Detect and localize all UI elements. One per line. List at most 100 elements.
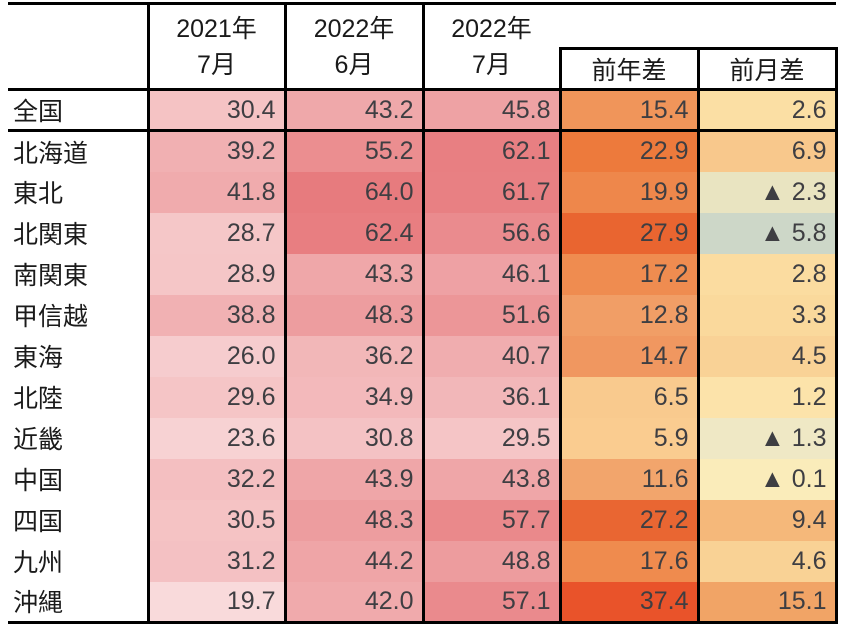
value-cell: 15.1: [696, 581, 838, 624]
value-cell: 40.7: [421, 335, 560, 377]
table-row: 中国 32.2 43.9 43.8 11.6 ▲ 0.1: [8, 458, 838, 500]
value-cell: 36.2: [283, 335, 423, 377]
col-header-year: 2022年: [451, 15, 532, 43]
region-label: 北海道: [8, 130, 148, 172]
col-header-month: 7月: [197, 51, 236, 79]
value-cell: 15.4: [558, 89, 698, 132]
value-cell: 45.8: [421, 89, 560, 132]
value-cell: 30.8: [283, 417, 423, 459]
region-header-cell: [8, 2, 148, 91]
value-cell: 43.2: [283, 89, 423, 132]
value-cell: 55.2: [283, 130, 423, 172]
table-row: 甲信越 38.8 48.3 51.6 12.8 3.3: [8, 294, 838, 336]
value-cell: 29.6: [146, 376, 285, 418]
region-label: 全国: [8, 89, 148, 132]
value-cell: 34.9: [283, 376, 423, 418]
region-label: 南関東: [8, 253, 148, 295]
value-cell: 38.8: [146, 294, 285, 336]
region-label: 中国: [8, 458, 148, 500]
value-cell: ▲ 5.8: [696, 212, 838, 254]
value-cell: 37.4: [558, 581, 698, 624]
value-cell: 9.4: [696, 499, 838, 541]
header-row-months: 2021年 7月 2022年 6月 2022年 7月: [8, 2, 836, 91]
table-row: 北陸 29.6 34.9 36.1 6.5 1.2: [8, 376, 838, 418]
table-row: 南関東 28.9 43.3 46.1 17.2 2.8: [8, 253, 838, 295]
col-header-2021-07: 2021年 7月: [146, 2, 285, 91]
table-row: 東北 41.8 64.0 61.7 19.9 ▲ 2.3: [8, 171, 838, 213]
value-cell: 4.5: [696, 335, 838, 377]
value-cell: 14.7: [558, 335, 698, 377]
value-cell: 43.3: [283, 253, 423, 295]
region-label: 近畿: [8, 417, 148, 459]
region-label: 北関東: [8, 212, 148, 254]
value-cell: 2.6: [696, 89, 838, 132]
value-cell: 42.0: [283, 581, 423, 624]
value-cell: 17.2: [558, 253, 698, 295]
value-cell: 43.8: [421, 458, 560, 500]
value-cell: 43.9: [283, 458, 423, 500]
value-cell: 27.9: [558, 212, 698, 254]
value-cell: 48.3: [283, 499, 423, 541]
region-label: 北陸: [8, 376, 148, 418]
col-header-2022-07: 2022年 7月: [421, 2, 560, 91]
col-header-mom-diff: 前月差: [696, 47, 838, 91]
col-header-2022-06: 2022年 6月: [283, 2, 423, 91]
region-label: 東北: [8, 171, 148, 213]
value-cell: 12.8: [558, 294, 698, 336]
region-label: 甲信越: [8, 294, 148, 336]
value-cell: 51.6: [421, 294, 560, 336]
value-cell: 31.2: [146, 540, 285, 582]
table-row-total: 全国 30.4 43.2 45.8 15.4 2.6: [8, 89, 838, 132]
value-cell: 17.6: [558, 540, 698, 582]
value-cell: 48.8: [421, 540, 560, 582]
table-row: 沖縄 19.7 42.0 57.1 37.4 15.1: [8, 581, 838, 624]
value-cell: 44.2: [283, 540, 423, 582]
header-row-diffs: 前年差 前月差: [8, 47, 838, 91]
value-cell: 32.2: [146, 458, 285, 500]
table-row: 北関東 28.7 62.4 56.6 27.9 ▲ 5.8: [8, 212, 838, 254]
region-label: 四国: [8, 499, 148, 541]
value-cell: 28.9: [146, 253, 285, 295]
value-cell: 46.1: [421, 253, 560, 295]
value-cell: ▲ 2.3: [696, 171, 838, 213]
table-body: 全国 30.4 43.2 45.8 15.4 2.6 北海道 39.2 55.2 62.1 22.9…: [8, 89, 838, 624]
table-row: 北海道 39.2 55.2 62.1 22.9 6.9: [8, 130, 838, 172]
col-header-year: 2021年: [176, 15, 257, 43]
value-cell: 6.5: [558, 376, 698, 418]
value-cell: 2.8: [696, 253, 838, 295]
table-row: 東海 26.0 36.2 40.7 14.7 4.5: [8, 335, 838, 377]
value-cell: 5.9: [558, 417, 698, 459]
value-cell: 4.6: [696, 540, 838, 582]
col-header-year: 2022年: [313, 15, 395, 43]
value-cell: 6.9: [696, 130, 838, 172]
value-cell: 28.7: [146, 212, 285, 254]
value-cell: 19.7: [146, 581, 285, 624]
col-header-month: 7月: [472, 51, 511, 79]
value-cell: 30.4: [146, 89, 285, 132]
value-cell: 23.6: [146, 417, 285, 459]
header-spacer: [560, 2, 836, 49]
value-cell: 11.6: [558, 458, 698, 500]
value-cell: 48.3: [283, 294, 423, 336]
region-label: 沖縄: [8, 581, 148, 624]
table-row: 近畿 23.6 30.8 29.5 5.9 ▲ 1.3: [8, 417, 838, 459]
heatmap-table: 2021年 7月 2022年 6月 2022年 7月 前年差 前月差 全国 30.…: [8, 2, 838, 624]
value-cell: 41.8: [146, 171, 285, 213]
region-label: 東海: [8, 335, 148, 377]
value-cell: ▲ 0.1: [696, 458, 838, 500]
value-cell: 30.5: [146, 499, 285, 541]
value-cell: 57.1: [421, 581, 560, 624]
value-cell: ▲ 1.3: [696, 417, 838, 459]
col-header-yoy-diff: 前年差: [558, 47, 700, 91]
table-row: 四国 30.5 48.3 57.7 27.2 9.4: [8, 499, 838, 541]
region-label: 九州: [8, 540, 148, 582]
value-cell: 1.2: [696, 376, 838, 418]
value-cell: 57.7: [421, 499, 560, 541]
value-cell: 64.0: [283, 171, 423, 213]
value-cell: 19.9: [558, 171, 698, 213]
table-header: 2021年 7月 2022年 6月 2022年 7月 前年差 前月差: [8, 2, 838, 91]
value-cell: 39.2: [146, 130, 285, 172]
value-cell: 22.9: [558, 130, 698, 172]
value-cell: 36.1: [421, 376, 560, 418]
